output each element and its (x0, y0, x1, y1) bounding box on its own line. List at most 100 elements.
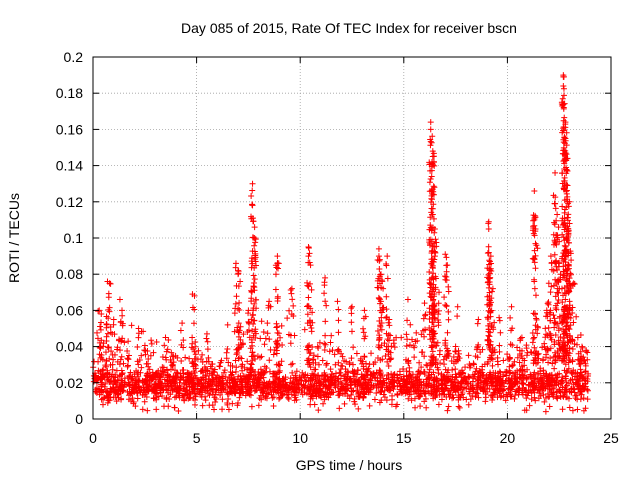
data-point-spike (385, 348, 392, 355)
data-point-baseline (407, 321, 414, 328)
data-point-baseline (426, 366, 433, 373)
data-point-peak (562, 149, 569, 156)
data-point-peak (444, 262, 451, 269)
data-point-spike (252, 326, 259, 333)
data-point-spike (248, 361, 255, 368)
data-point-spike (529, 339, 536, 346)
data-point-spike (531, 276, 538, 283)
data-point-spike (191, 348, 198, 355)
data-point-spike (204, 338, 211, 345)
data-point-baseline (256, 395, 263, 402)
data-point-baseline (431, 376, 438, 383)
data-point-baseline (366, 361, 373, 368)
data-point-spike (430, 303, 437, 310)
data-point-spike (531, 256, 538, 263)
data-point-spike (335, 317, 342, 324)
data-point-baseline (314, 372, 321, 379)
data-point-spike (274, 293, 281, 300)
data-point-baseline (242, 384, 249, 391)
data-point-baseline (186, 355, 193, 362)
data-point-baseline (141, 377, 148, 384)
data-points (90, 72, 592, 415)
data-point-baseline (383, 383, 390, 390)
data-point-baseline (125, 338, 132, 345)
data-point-baseline (170, 359, 177, 366)
x-tick-label: 25 (603, 430, 619, 446)
data-point-baseline (353, 371, 360, 378)
grid-lines (93, 57, 611, 419)
data-point-spike (549, 360, 556, 367)
data-point-spike (430, 360, 437, 367)
data-point-spike (569, 357, 576, 364)
data-point-spike (435, 300, 442, 307)
data-point-baseline (460, 370, 467, 377)
data-point-baseline (517, 366, 524, 373)
data-point-spike (252, 334, 259, 341)
data-point-baseline (448, 358, 455, 365)
data-point-spike (97, 344, 104, 351)
data-point-baseline (479, 363, 486, 370)
data-point-baseline (514, 367, 521, 374)
data-point-baseline (153, 369, 160, 376)
data-point-baseline (548, 377, 555, 384)
data-point-baseline (250, 372, 257, 379)
data-point-spike (486, 301, 493, 308)
data-point-spike (454, 313, 461, 320)
data-point-baseline (153, 338, 160, 345)
data-point-baseline (377, 378, 384, 385)
data-point-baseline (94, 329, 101, 336)
data-point-peak (203, 330, 210, 337)
data-point-baseline (119, 387, 126, 394)
data-point-spike (267, 303, 274, 310)
data-point-baseline (445, 403, 452, 410)
data-point-baseline (248, 368, 255, 375)
data-point-baseline (406, 368, 413, 375)
data-point-peak (274, 260, 281, 267)
data-point-spike (565, 239, 572, 246)
data-point-baseline (254, 371, 261, 378)
data-point-spike (235, 283, 242, 290)
data-point-baseline (582, 368, 589, 375)
data-point-baseline (540, 381, 547, 388)
data-point-baseline (516, 359, 523, 366)
data-point-peak (562, 135, 569, 142)
data-point-baseline (236, 394, 243, 401)
data-point-baseline (328, 371, 335, 378)
y-axis-label: ROTI / TECUs (6, 193, 22, 283)
data-point-baseline (147, 352, 154, 359)
data-point-baseline (559, 374, 566, 381)
data-point-baseline (165, 372, 171, 379)
data-point-baseline (381, 379, 388, 386)
data-point-baseline (507, 386, 514, 393)
data-point-baseline (408, 397, 415, 404)
data-point-baseline (483, 375, 490, 382)
data-point-spike (422, 312, 429, 319)
data-point-peak (556, 260, 563, 267)
data-point-spike (454, 357, 461, 364)
data-point-spike (135, 334, 142, 341)
data-point-spike (180, 337, 187, 344)
data-point-spike (547, 355, 554, 362)
data-point-baseline (183, 377, 190, 384)
data-point-baseline (129, 382, 136, 389)
data-point-baseline (458, 380, 465, 387)
data-point-baseline (503, 368, 510, 375)
data-point-baseline (479, 346, 486, 353)
data-point-baseline (94, 375, 101, 382)
data-point-spike (576, 360, 583, 367)
data-point-baseline (442, 366, 449, 373)
data-point-baseline (452, 343, 459, 350)
data-point-spike (563, 142, 570, 149)
data-point-baseline (162, 383, 169, 390)
data-point-spike (248, 316, 255, 323)
data-point-spike (443, 303, 450, 310)
data-point-spike (427, 136, 434, 143)
data-point-spike (566, 275, 573, 282)
data-point-spike (430, 323, 437, 330)
data-point-baseline (335, 378, 342, 385)
data-point-spike (564, 319, 571, 326)
data-point-baseline (103, 388, 110, 395)
data-point-baseline (197, 388, 204, 395)
data-point-baseline (258, 318, 265, 325)
data-point-spike (97, 326, 104, 333)
